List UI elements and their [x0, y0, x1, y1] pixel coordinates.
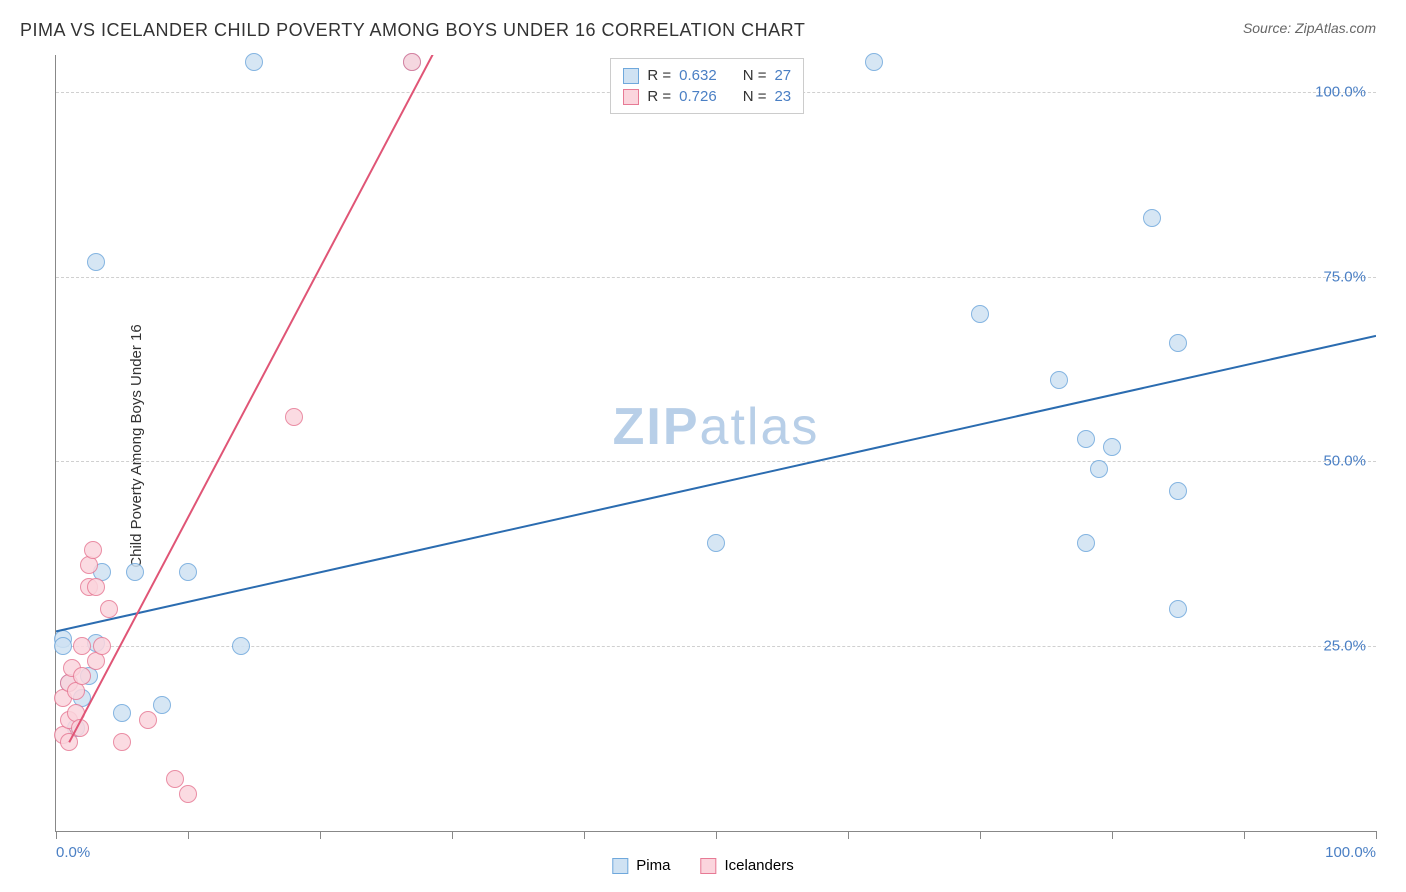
legend-correlation: R = 0.632 N = 27 R = 0.726 N = 23 [610, 58, 804, 114]
legend-item-pima: Pima [612, 857, 670, 874]
x-tick [848, 831, 849, 839]
legend-row-icelanders: R = 0.726 N = 23 [623, 86, 791, 107]
legend-item-icelanders: Icelanders [700, 857, 793, 874]
legend-swatch-pima [623, 68, 639, 84]
legend-swatch-pima [612, 858, 628, 874]
legend-n-label: N = [743, 88, 767, 105]
legend-r-value-pima: 0.632 [679, 67, 717, 84]
x-tick [1244, 831, 1245, 839]
x-tick [1376, 831, 1377, 839]
trend-lines-layer [56, 55, 1376, 831]
x-tick [188, 831, 189, 839]
legend-r-label: R = [647, 67, 671, 84]
trend-line [69, 18, 452, 742]
x-tick-label: 0.0% [56, 844, 90, 861]
x-tick [452, 831, 453, 839]
x-tick [56, 831, 57, 839]
legend-n-value-icelanders: 23 [774, 88, 791, 105]
legend-label-icelanders: Icelanders [724, 857, 793, 874]
legend-r-value-icelanders: 0.726 [679, 88, 717, 105]
source-label: Source: ZipAtlas.com [1243, 20, 1376, 36]
legend-series: Pima Icelanders [612, 857, 793, 874]
legend-row-pima: R = 0.632 N = 27 [623, 65, 791, 86]
legend-label-pima: Pima [636, 857, 670, 874]
chart-title: PIMA VS ICELANDER CHILD POVERTY AMONG BO… [20, 20, 805, 41]
legend-n-value-pima: 27 [774, 67, 791, 84]
x-tick-label: 100.0% [1325, 844, 1376, 861]
trend-line [56, 336, 1376, 632]
legend-n-label: N = [743, 67, 767, 84]
x-tick [1112, 831, 1113, 839]
x-tick [584, 831, 585, 839]
x-tick [320, 831, 321, 839]
x-tick [980, 831, 981, 839]
legend-swatch-icelanders [623, 89, 639, 105]
legend-swatch-icelanders [700, 858, 716, 874]
chart-container: PIMA VS ICELANDER CHILD POVERTY AMONG BO… [0, 0, 1406, 892]
plot-area: ZIPatlas R = 0.632 N = 27 R = 0.726 N = … [55, 55, 1376, 832]
legend-r-label: R = [647, 88, 671, 105]
x-tick [716, 831, 717, 839]
